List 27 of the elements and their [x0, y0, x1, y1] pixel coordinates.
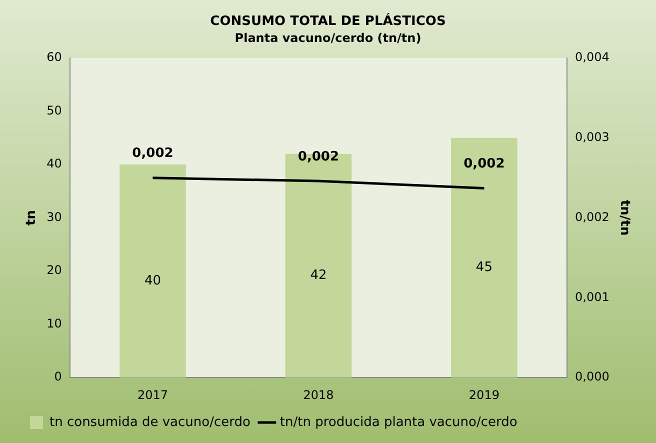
- x-tick-label: 2017: [137, 388, 168, 402]
- y2-tick-label: 0,002: [575, 210, 610, 224]
- x-tick-label: 2019: [468, 388, 500, 402]
- y-tick-label: 0: [54, 370, 62, 384]
- legend-label: tn consumida de vacuno/cerdo: [50, 414, 250, 430]
- data-label: 40: [144, 273, 162, 288]
- y-tick-label: 20: [46, 263, 62, 278]
- y-axis-title: tn: [24, 210, 40, 226]
- y-tick-label: 40: [46, 156, 62, 171]
- data-label: 45: [476, 260, 492, 276]
- x-tick-label: 2018: [303, 388, 334, 402]
- y-tick-label: 50: [46, 103, 62, 118]
- chart-subtitle: Planta vacuno/cerdo (tn/tn): [234, 30, 422, 45]
- data-label: 42: [310, 268, 327, 284]
- data-label: 0,002: [464, 156, 505, 172]
- y-tick-label: 60: [46, 50, 62, 64]
- data-label: 0,002: [298, 149, 340, 164]
- y2-tick-label: 0,003: [575, 130, 610, 144]
- data-label: 0,002: [132, 146, 174, 162]
- legend-label: tn/tn producida planta vacuno/cerdo: [280, 414, 518, 430]
- chart-title: CONSUMO TOTAL DE PLÁSTICOS: [210, 12, 446, 30]
- y2-tick-label: 0,001: [575, 290, 610, 304]
- y2-axis-title: tn/tn: [616, 200, 632, 236]
- y-tick-label: 10: [46, 316, 62, 330]
- y-tick-label: 30: [46, 210, 62, 224]
- y2-tick-label: 0,000: [575, 370, 610, 384]
- y2-tick-label: 0,004: [575, 50, 610, 64]
